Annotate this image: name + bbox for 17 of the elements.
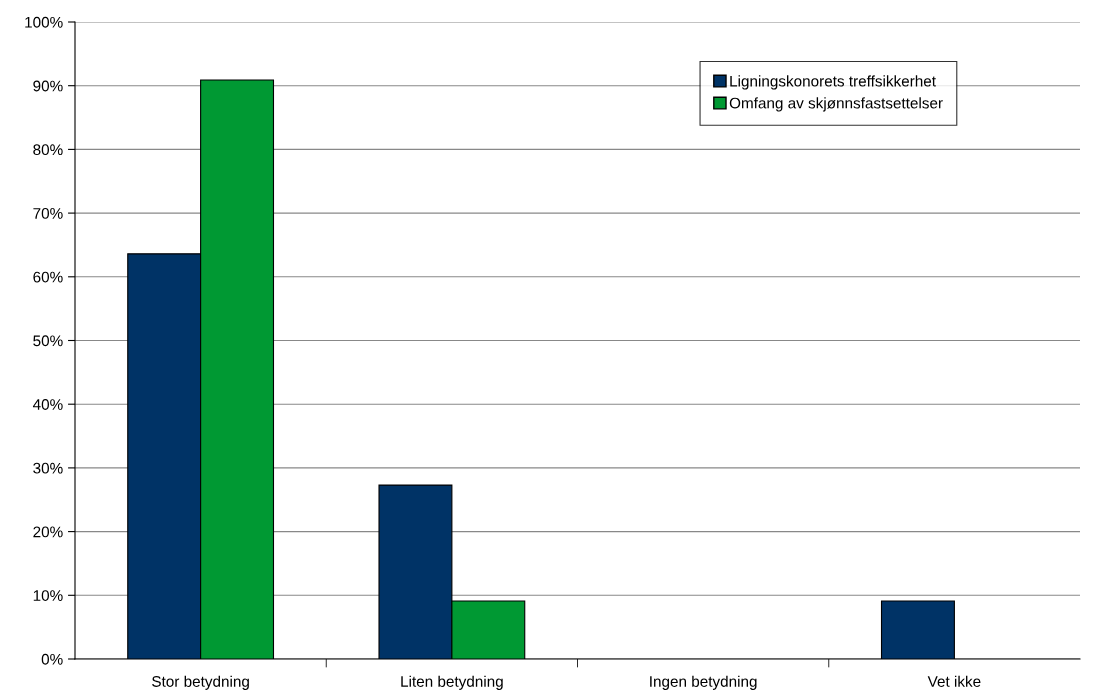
y-tick-label: 50% bbox=[33, 335, 63, 347]
y-tick-label: 0% bbox=[41, 653, 63, 665]
y-tick-label: 60% bbox=[33, 271, 63, 283]
y-tick-label: 40% bbox=[32, 399, 63, 410]
x-tick-label: Liten betydning bbox=[401, 675, 503, 690]
y-tick-label: 80% bbox=[33, 144, 63, 156]
y-tick-label: 90% bbox=[33, 80, 63, 92]
x-tick-label: Ingen betydning bbox=[650, 675, 757, 690]
y-tick-label: 10% bbox=[33, 590, 63, 601]
y-tick-label: 70% bbox=[33, 207, 63, 219]
legend-label: Omfang av skjønnsfastsettelser bbox=[729, 97, 943, 112]
y-tick-label: 30% bbox=[33, 462, 63, 474]
x-tick-label: Vet ikke bbox=[927, 675, 981, 687]
y-tick-label: 100% bbox=[25, 16, 63, 28]
x-tick-label: Stor betydning bbox=[152, 675, 249, 690]
legend-label: Ligningskonorets treffsikkerhet bbox=[730, 75, 936, 90]
y-tick-label: 20% bbox=[33, 526, 63, 538]
